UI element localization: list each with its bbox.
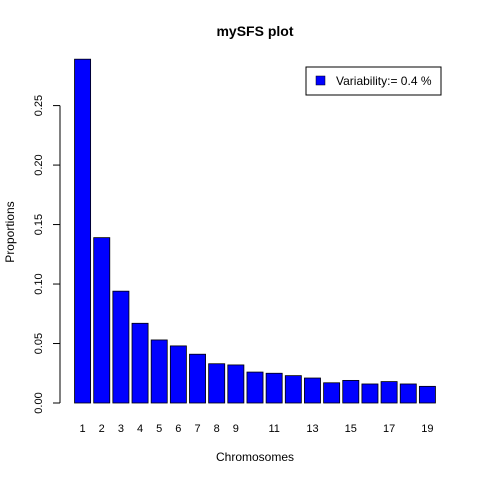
x-tick-label-3: 3 [118,423,124,435]
x-tick-label-17: 17 [383,423,395,435]
x-tick-label-11: 11 [268,423,279,435]
bar-4 [131,322,149,404]
x-tick-label-15: 15 [345,423,357,435]
y-tick-label: 0.20 [33,154,45,175]
bar-13 [304,377,321,404]
legend-entry-label: Variability:= 0.4 % [336,74,432,88]
x-axis-ticks: 1 2 3 4 5 6 7 8 9 11 13 15 17 19 [80,423,434,435]
bar-2 [93,237,111,404]
bar-10 [246,371,264,404]
x-tick-label-8: 8 [214,423,220,435]
bar-11 [265,372,283,404]
bar-5 [150,339,168,404]
y-axis-label: Proportions [3,201,17,262]
x-tick-label-5: 5 [156,423,162,435]
chart-title: mySFS plot [216,23,293,39]
bar-7 [189,353,206,404]
legend-swatch [315,75,326,86]
bar-16 [361,383,379,404]
y-tick-label: 0.10 [33,273,45,294]
bar-15 [342,379,360,404]
bar-12 [284,375,302,404]
legend: Variability:= 0.4 % [305,66,442,96]
bar-8 [208,363,226,404]
x-tick-label-9: 9 [233,423,239,435]
x-tick-label-13: 13 [306,423,318,435]
y-tick-label: 0.00 [33,392,45,413]
bar-6 [169,345,187,404]
x-tick-label-4: 4 [137,423,143,435]
y-tick-label: 0.25 [33,95,45,116]
bar-19 [418,385,436,404]
bar-9 [227,364,245,404]
x-tick-label-1: 1 [80,423,86,435]
x-tick-label-6: 6 [175,423,181,435]
y-axis: 0.00 0.05 0.10 0.15 0.20 0.25 [33,95,61,414]
y-tick-label: 0.15 [33,214,45,235]
legend-box [305,66,442,96]
x-tick-label-19: 19 [421,423,433,435]
bars-group [74,58,436,404]
bar-14 [323,382,341,404]
y-tick-label: 0.05 [33,333,45,354]
bar-1 [74,58,92,404]
x-axis-label: Chromosomes [216,450,294,464]
bar-3 [112,290,130,404]
bar-18 [399,383,417,404]
x-tick-label-2: 2 [99,423,105,435]
bar-17 [380,381,398,404]
x-tick-label-7: 7 [194,423,200,435]
